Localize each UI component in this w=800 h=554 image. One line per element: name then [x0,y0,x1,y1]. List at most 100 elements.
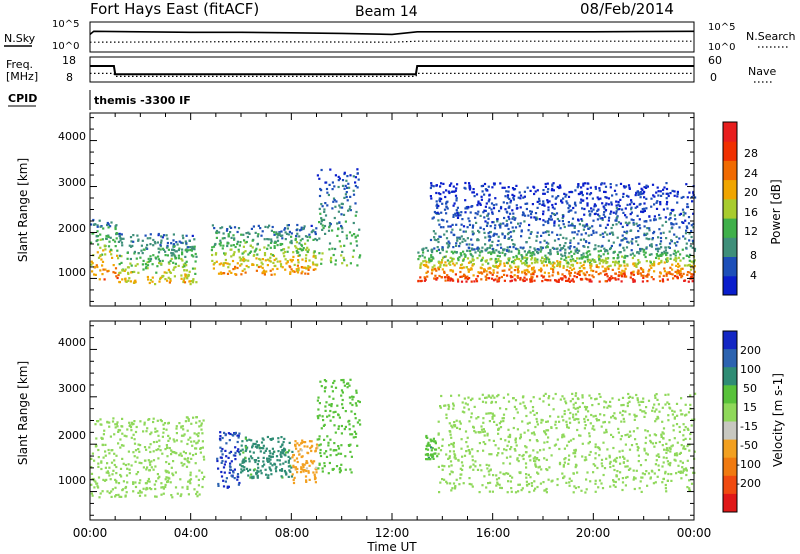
power-cell [286,261,289,264]
power-cell [269,246,272,249]
power-cell [169,277,172,281]
power-cell [101,253,104,256]
power-cell [172,268,175,271]
power-cell [474,212,477,215]
velocity-cell [277,440,280,443]
power-cell [174,262,177,265]
velocity-heatmap [90,378,697,499]
velocity-cell [120,495,123,498]
velocity-cell [597,402,600,406]
power-cell [92,218,95,222]
power-cell [152,238,155,242]
power-cell [626,203,629,206]
power-cell [151,263,154,266]
velocity-cell [662,437,665,440]
power-cell [194,260,197,263]
power-cell [320,258,323,261]
power-cell [542,259,545,263]
power-cell [639,196,642,199]
power-cell [672,208,675,212]
power-cell [343,172,346,176]
power-cell [655,244,658,247]
velocity-cell [266,435,269,439]
power-cell [538,199,541,202]
power-cell [574,249,577,252]
power-cell [164,250,167,253]
velocity-cell [308,440,312,443]
power-cell [109,248,112,251]
power-cell [467,270,470,273]
power-cell [471,258,474,261]
power-cell [268,259,271,262]
power-cell [452,246,455,249]
power-cell [215,252,218,255]
power-cell [476,257,479,260]
power-cell [591,197,594,200]
velocity-cell [267,474,270,477]
power-cell [460,263,464,266]
velocity-cell [495,423,498,426]
velocity-cell [289,470,292,473]
power-cell [269,269,272,272]
power-cell [219,271,222,274]
power-cell [560,200,563,203]
velocity-cell [656,415,659,418]
velocity-cell [105,478,108,481]
velocity-cell [150,466,153,469]
power-cell [437,238,440,241]
velocity-cell [238,451,241,454]
velocity-cell [152,417,155,420]
velocity-cell [330,405,333,408]
power-cell [308,236,312,239]
power-cell [624,221,627,224]
velocity-cell [684,447,687,451]
power-cell [572,280,575,283]
power-cell [641,210,644,214]
power-cell [451,269,454,272]
power-cell [636,251,639,254]
power-cell [318,194,322,198]
velocity-cell [664,393,667,396]
velocity-cell [597,419,601,422]
velocity-cell [682,434,685,437]
velocity-cell [507,440,510,443]
velocity-cell [563,435,566,438]
velocity-cell [648,434,651,437]
velocity-cell [550,480,553,483]
power-cell [475,193,479,196]
velocity-cell [662,427,666,430]
power-cell [586,224,589,227]
power-cell [549,262,552,265]
velocity-cell [478,397,481,400]
velocity-cell [622,409,625,413]
power-cell [450,250,453,253]
velocity-cell [472,463,475,466]
power-cell [623,275,626,278]
power-cell [623,264,626,267]
power-cell [572,267,576,270]
power-cell [254,231,257,234]
power-cell [454,189,457,192]
power-cell [603,182,606,185]
power-cell [499,207,503,210]
power-cell [588,241,591,245]
velocity-cell [539,449,542,452]
power-cell [228,263,231,266]
velocity-cell [521,420,524,423]
power-cell [682,235,685,238]
velocity-colorbar [723,331,737,513]
velocity-cell [106,470,109,473]
velocity-cell [675,402,679,405]
power-cell [685,183,688,186]
power-cell [561,254,564,257]
power-cell [190,249,193,252]
velocity-cell [104,466,107,469]
velocity-cell [271,464,274,467]
velocity-cell [583,427,586,430]
power-cell [625,246,629,249]
velocity-cell [576,397,579,400]
velocity-cell [224,434,227,437]
power-cell [642,250,645,253]
power-cell [532,273,535,276]
power-cell [534,257,537,260]
